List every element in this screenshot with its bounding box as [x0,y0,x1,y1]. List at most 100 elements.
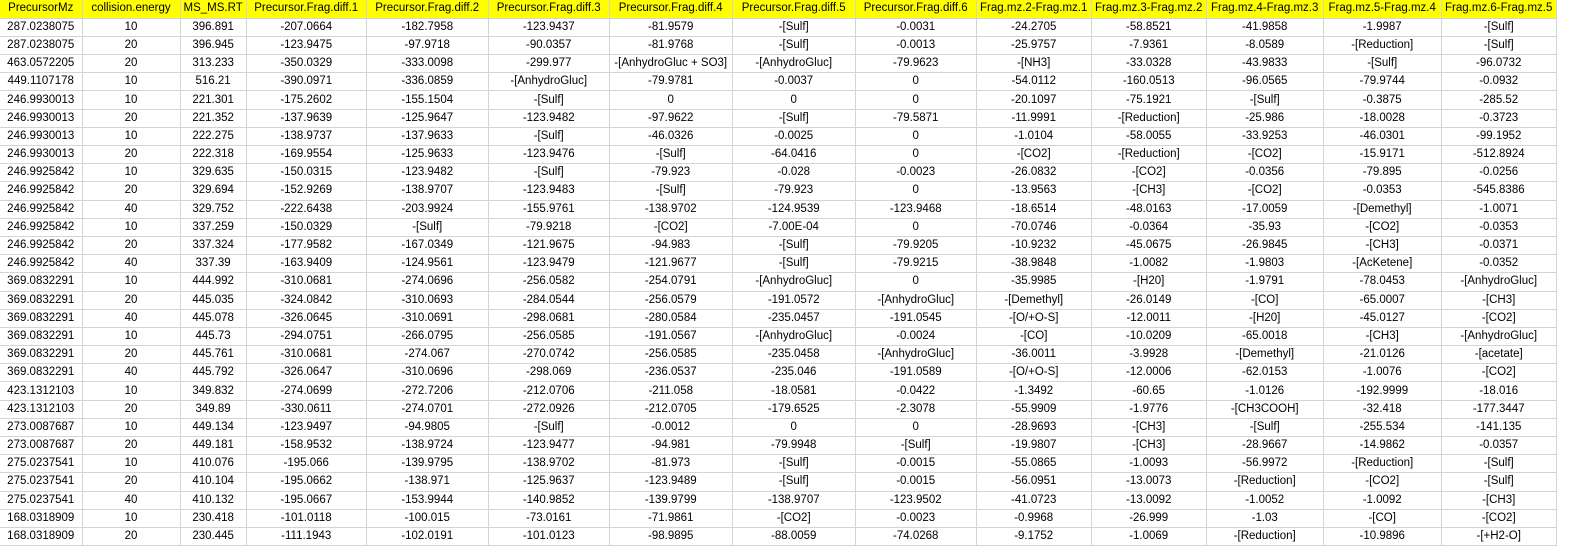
table-cell[interactable]: 20 [82,109,181,128]
table-cell[interactable]: 246.9930013 [0,90,83,110]
table-cell[interactable]: 20 [82,436,181,456]
table-cell[interactable]: 20 [82,181,181,201]
table-cell[interactable]: -41.9858 [1206,18,1324,37]
table-cell[interactable]: -299.977 [488,54,610,74]
table-cell[interactable]: -26.9845 [1206,236,1324,256]
table-cell[interactable]: -123.9477 [488,436,610,456]
table-cell[interactable]: -235.046 [732,363,856,383]
table-cell[interactable]: -0.0031 [855,18,977,37]
table-cell[interactable]: -[CO2] [1441,509,1557,528]
table-cell[interactable]: -[CO2] [609,218,733,237]
table-cell[interactable]: -17.0059 [1206,200,1324,219]
table-cell[interactable]: -35.93 [1206,218,1324,237]
table-cell[interactable]: 20 [82,527,181,546]
table-cell[interactable]: -20.1097 [976,90,1092,110]
table-cell[interactable]: -[H20] [1206,309,1324,328]
table-cell[interactable]: -1.0082 [1091,254,1207,274]
table-cell[interactable]: -1.0052 [1206,491,1324,510]
table-cell[interactable]: -155.9761 [488,200,610,219]
table-cell[interactable]: 246.9930013 [0,145,83,165]
table-cell[interactable]: -[Demethyl] [976,291,1092,310]
table-cell[interactable]: -211.058 [609,381,733,401]
table-cell[interactable]: -79.9218 [488,218,610,237]
table-cell[interactable]: -70.0746 [976,218,1092,237]
table-cell[interactable]: -[Sulf] [488,127,610,147]
table-cell[interactable]: 246.9925842 [0,200,83,219]
table-cell[interactable]: -123.9483 [488,181,610,201]
table-cell[interactable]: -79.895 [1323,163,1442,183]
table-cell[interactable]: -[CH3COOH] [1206,400,1324,419]
table-cell[interactable]: -[Reduction] [1323,454,1442,474]
table-cell[interactable]: 222.275 [180,127,247,147]
table-cell[interactable]: -60.65 [1091,381,1207,401]
table-cell[interactable]: 0 [732,418,856,438]
table-cell[interactable]: 445.078 [180,309,247,328]
table-cell[interactable]: -48.0163 [1091,200,1207,219]
table-cell[interactable]: -310.0681 [246,345,367,365]
table-cell[interactable]: -[H20] [1091,272,1207,292]
table-cell[interactable]: -1.0069 [1091,527,1207,546]
table-cell[interactable]: -[CO2] [1323,472,1442,492]
table-cell[interactable]: -[Sulf] [1441,454,1557,474]
column-header[interactable]: Precursor.Frag.diff.3 [488,0,610,19]
table-cell[interactable]: -195.066 [246,454,367,474]
table-cell[interactable]: 287.0238075 [0,18,83,37]
table-cell[interactable]: 275.0237541 [0,472,83,492]
table-cell[interactable]: -[AnhydroGluc] [732,54,856,74]
table-cell[interactable]: -[AnhydroGluc] [855,345,977,365]
table-cell[interactable]: -124.9561 [366,254,489,274]
table-cell[interactable]: -1.0076 [1323,363,1442,383]
table-cell[interactable]: -254.0791 [609,272,733,292]
table-cell[interactable]: -324.0842 [246,291,367,310]
table-cell[interactable]: 0 [855,218,977,237]
table-cell[interactable]: 410.132 [180,491,247,510]
table-cell[interactable]: -1.3492 [976,381,1092,401]
table-cell[interactable]: 20 [82,472,181,492]
table-cell[interactable]: -55.9909 [976,400,1092,419]
table-cell[interactable]: -[Sulf] [1441,472,1557,492]
table-cell[interactable]: 0 [855,127,977,147]
table-cell[interactable]: -272.7206 [366,381,489,401]
table-cell[interactable]: -141.135 [1441,418,1557,438]
table-cell[interactable]: 275.0237541 [0,454,83,474]
table-cell[interactable]: -74.0268 [855,527,977,546]
table-cell[interactable]: -79.923 [609,163,733,183]
table-cell[interactable]: -[AnhydroGluc] [1441,272,1557,292]
table-cell[interactable]: -[AnhydroGluc] [488,72,610,92]
table-cell[interactable]: -90.0357 [488,36,610,56]
table-cell[interactable]: 0 [855,181,977,201]
table-cell[interactable]: -[Sulf] [732,254,856,274]
table-cell[interactable]: -123.9475 [246,36,367,56]
column-header[interactable]: Precursor.Frag.diff.6 [855,0,977,19]
table-cell[interactable]: -138.9707 [366,181,489,201]
table-cell[interactable]: -123.9479 [488,254,610,274]
table-cell[interactable]: -46.0326 [609,127,733,147]
table-cell[interactable]: -235.0457 [732,309,856,328]
table-cell[interactable]: -[Sulf] [1206,418,1324,438]
table-cell[interactable]: -[CO] [976,327,1092,347]
table-cell[interactable]: -65.0018 [1206,327,1324,347]
table-cell[interactable]: 329.694 [180,181,247,201]
table-cell[interactable]: 10 [82,327,181,347]
table-cell[interactable]: -33.9253 [1206,127,1324,147]
table-cell[interactable]: 445.035 [180,291,247,310]
table-cell[interactable]: -0.0012 [609,418,733,438]
table-cell[interactable]: 463.0572205 [0,54,83,74]
table-cell[interactable]: -138.9737 [246,127,367,147]
table-cell[interactable]: -10.0209 [1091,327,1207,347]
table-cell[interactable]: -[Sulf] [488,418,610,438]
table-cell[interactable]: 423.1312103 [0,381,83,401]
table-cell[interactable]: -0.0037 [732,72,856,92]
table-cell[interactable]: 445.73 [180,327,247,347]
table-cell[interactable]: 275.0237541 [0,491,83,510]
table-cell[interactable]: -138.9707 [732,491,856,510]
table-cell[interactable]: -0.9968 [976,509,1092,528]
table-cell[interactable]: -175.2602 [246,90,367,110]
table-cell[interactable]: -[Reduction] [1323,36,1442,56]
table-cell[interactable]: -79.9948 [732,436,856,456]
table-cell[interactable]: -256.0585 [488,327,610,347]
table-cell[interactable]: -79.9781 [609,72,733,92]
table-cell[interactable]: -326.0647 [246,363,367,383]
table-cell[interactable]: -137.9639 [246,109,367,128]
table-cell[interactable]: 246.9925842 [0,163,83,183]
